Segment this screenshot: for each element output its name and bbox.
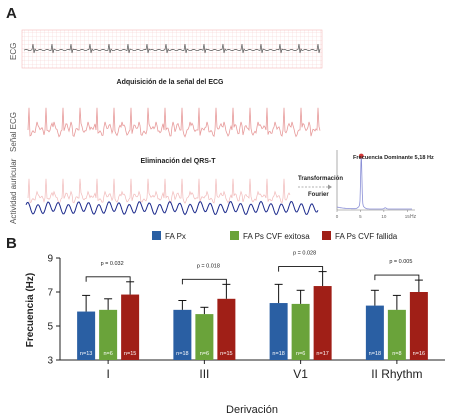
significance-bracket (181, 278, 227, 285)
spectrum-peak-marker (358, 153, 364, 159)
panel-a-label: A (6, 5, 17, 22)
bar (313, 286, 332, 360)
bar (365, 305, 384, 360)
bar-n-label: n=8 (392, 351, 401, 357)
bar (121, 294, 140, 360)
legend-swatch-fa-px (152, 231, 161, 240)
spectrum-peak-label: Frecuencia Dominante 5,18 Hz (353, 155, 434, 161)
bar (269, 303, 288, 360)
y-tick-label: 7 (47, 288, 53, 299)
x-tick-label: V1 (293, 367, 308, 381)
spectrum-ticks: 0 5 10 15 (336, 210, 411, 219)
significance-bracket (85, 276, 131, 282)
significance-bracket (278, 266, 324, 272)
x-tick-label: I (106, 367, 109, 381)
row1-side-label: ECG (9, 43, 18, 60)
y-axis-ticks: 3 5 7 9 (47, 254, 60, 367)
x-axis-ticks: I III V1 II Rhythm (106, 360, 423, 381)
bar (173, 309, 192, 360)
p-value-label: p = 0.028 (293, 251, 316, 257)
bar (409, 292, 428, 360)
spectrum-tick-label: 0 (336, 214, 339, 219)
y-tick-label: 5 (47, 322, 53, 333)
significance-bracket (374, 274, 420, 281)
legend-swatch-fa-ps-exitosa (230, 231, 239, 240)
y-tick-label: 3 (47, 356, 53, 367)
panel-a: A ECG Adquisición de la señal del ECG Se… (6, 5, 434, 224)
row2-title: Adquisición de la señal del ECG (117, 79, 225, 86)
spectrum-curve (336, 154, 412, 210)
bar (99, 309, 118, 360)
x-tick-label: II Rhythm (371, 367, 422, 381)
bar-n-label: n=6 (296, 351, 305, 357)
p-value-label: p = 0.005 (389, 259, 412, 265)
row3-title: Eliminación del QRS-T (140, 158, 216, 165)
y-tick-label: 9 (47, 254, 53, 265)
y-axis-label: Frecuencia (Hz) (25, 273, 36, 347)
bar (217, 298, 236, 360)
significance-layer: p = 0.032 p = 0.018 p = 0.028 p = 0.005 (85, 251, 420, 285)
p-value-label: p = 0.032 (101, 261, 124, 267)
spectrum-tick-label: 5 (359, 214, 362, 219)
bar-n-label: n=18 (176, 351, 188, 357)
raw-ecg-trace (23, 43, 321, 54)
legend: FA Px FA Ps CVF exitosa FA Ps CVF fallid… (152, 231, 398, 241)
bar-n-label: n=6 (103, 351, 112, 357)
x-axis-label: Derivación (226, 404, 278, 416)
ecg-signal-trace (27, 107, 321, 138)
atrial-activity-trace (25, 200, 319, 216)
legend-label-fa-px: FA Px (165, 232, 186, 241)
bar-n-label: n=18 (272, 351, 284, 357)
bar (387, 309, 406, 360)
bar (77, 311, 96, 360)
x-tick-label: III (199, 367, 209, 381)
legend-swatch-fa-ps-fallida (322, 231, 331, 240)
bar (195, 314, 214, 360)
ecg-grid-background (21, 29, 323, 69)
bar-n-label: n=18 (369, 351, 381, 357)
ecg-signal-trace-residual (27, 178, 291, 204)
panel-b: B FA Px FA Ps CVF exitosa FA Ps CVF fall… (6, 231, 445, 416)
bar-n-label: n=17 (316, 351, 328, 357)
bar-n-label: n=16 (413, 351, 425, 357)
bar-n-label: n=13 (80, 351, 92, 357)
bars-layer: n=13 n=6 n=15 n=18 n=6 n=15 n=18 n=6 n=17 n=18 n=8… (77, 271, 428, 360)
spectrum-tick-label: 15 (405, 214, 411, 219)
transform-arrow-head (328, 184, 332, 190)
bar-n-label: n=15 (220, 351, 232, 357)
row3-side-label: Actividad auricular (9, 158, 18, 224)
legend-label-fa-ps-exitosa: FA Ps CVF exitosa (243, 232, 310, 241)
p-value-label: p = 0.018 (197, 263, 220, 269)
row2-side-label: Señal ECG (9, 112, 18, 152)
bar (291, 303, 310, 360)
bar-n-label: n=15 (124, 351, 136, 357)
transform-label: Transformación (298, 176, 343, 182)
spectrum-unit: Hz (410, 214, 417, 220)
bar-n-label: n=6 (200, 351, 209, 357)
spectrum-tick-label: 10 (381, 214, 387, 219)
fourier-label: Fourier (308, 192, 329, 198)
panel-b-label: B (6, 235, 17, 252)
legend-label-fa-ps-fallida: FA Ps CVF fallida (335, 232, 398, 241)
